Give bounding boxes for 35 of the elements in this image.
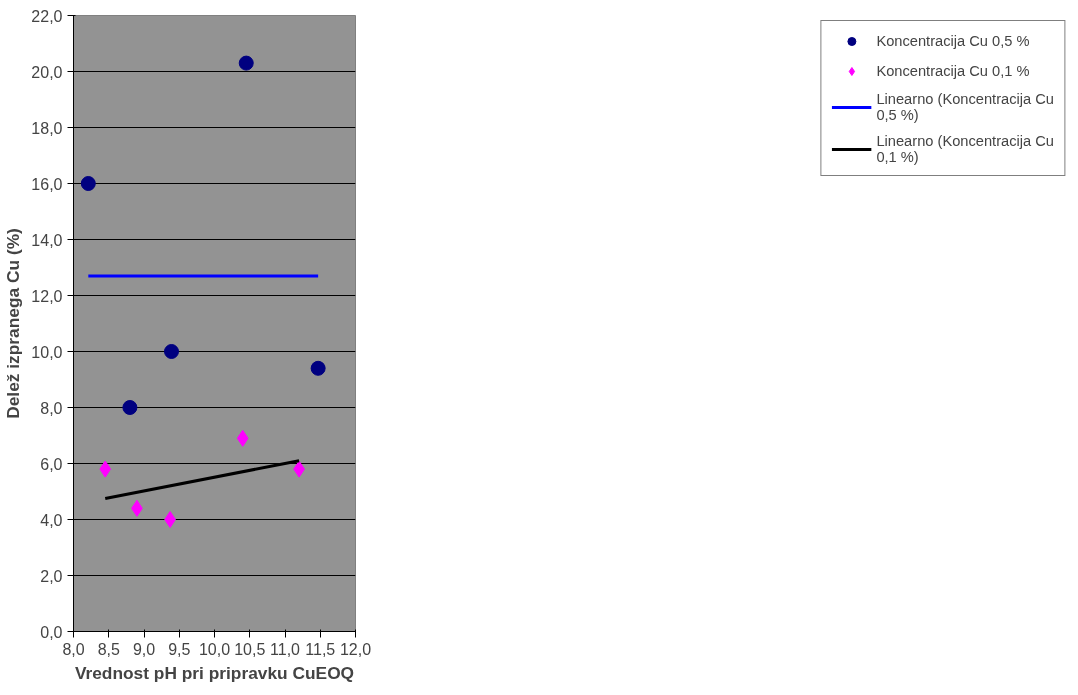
- point: [238, 55, 254, 71]
- legend-label: Linearno (Koncentracija Cu 0,1 %): [876, 133, 1054, 165]
- point: [164, 511, 176, 528]
- legend-label: Koncentracija Cu 0,5 %: [876, 33, 1030, 49]
- point: [80, 176, 96, 191]
- x-tick-label: 11,0: [270, 640, 301, 658]
- point: [310, 360, 326, 376]
- y-tick-label: 12,0: [31, 287, 63, 305]
- legend-label: Linearno (Koncentracija Cu 0,5 %): [876, 91, 1054, 123]
- y-tick-label: 0,0: [40, 623, 63, 641]
- x-tick-label: 9,5: [168, 640, 191, 658]
- point: [163, 344, 179, 359]
- x-tick-label: 8,0: [62, 640, 85, 658]
- y-axis-title: Delež izpranega Cu (%): [3, 228, 24, 419]
- x-tick-label: 9,0: [132, 640, 156, 658]
- point: [99, 460, 112, 478]
- y-tick-label: 16,0: [31, 175, 63, 193]
- y-tick-label: 6,0: [40, 455, 63, 473]
- y-tick-label: 22,0: [31, 7, 63, 25]
- x-tick-label: 11,5: [305, 640, 336, 658]
- y-tick-label: 14,0: [31, 231, 63, 249]
- x-tick-label: 10,5: [234, 640, 266, 658]
- point: [122, 400, 138, 415]
- y-tick-label: 8,0: [40, 399, 63, 417]
- y-tick-label: 18,0: [31, 119, 63, 137]
- y-tick-label: 2,0: [40, 567, 63, 585]
- x-axis-title: Vrednost pH pri pripravku CuEOQ: [74, 662, 355, 683]
- y-tick-label: 10,0: [31, 343, 63, 361]
- y-tick-label: 4,0: [40, 511, 63, 529]
- point: [236, 429, 249, 447]
- y-tick-label: 20,0: [31, 63, 63, 81]
- x-tick-label: 10,0: [198, 640, 231, 658]
- x-tick-label: 12,0: [339, 640, 372, 658]
- x-tick-label: 8,5: [97, 640, 120, 658]
- legend-label: Koncentracija Cu 0,1 %: [876, 63, 1030, 79]
